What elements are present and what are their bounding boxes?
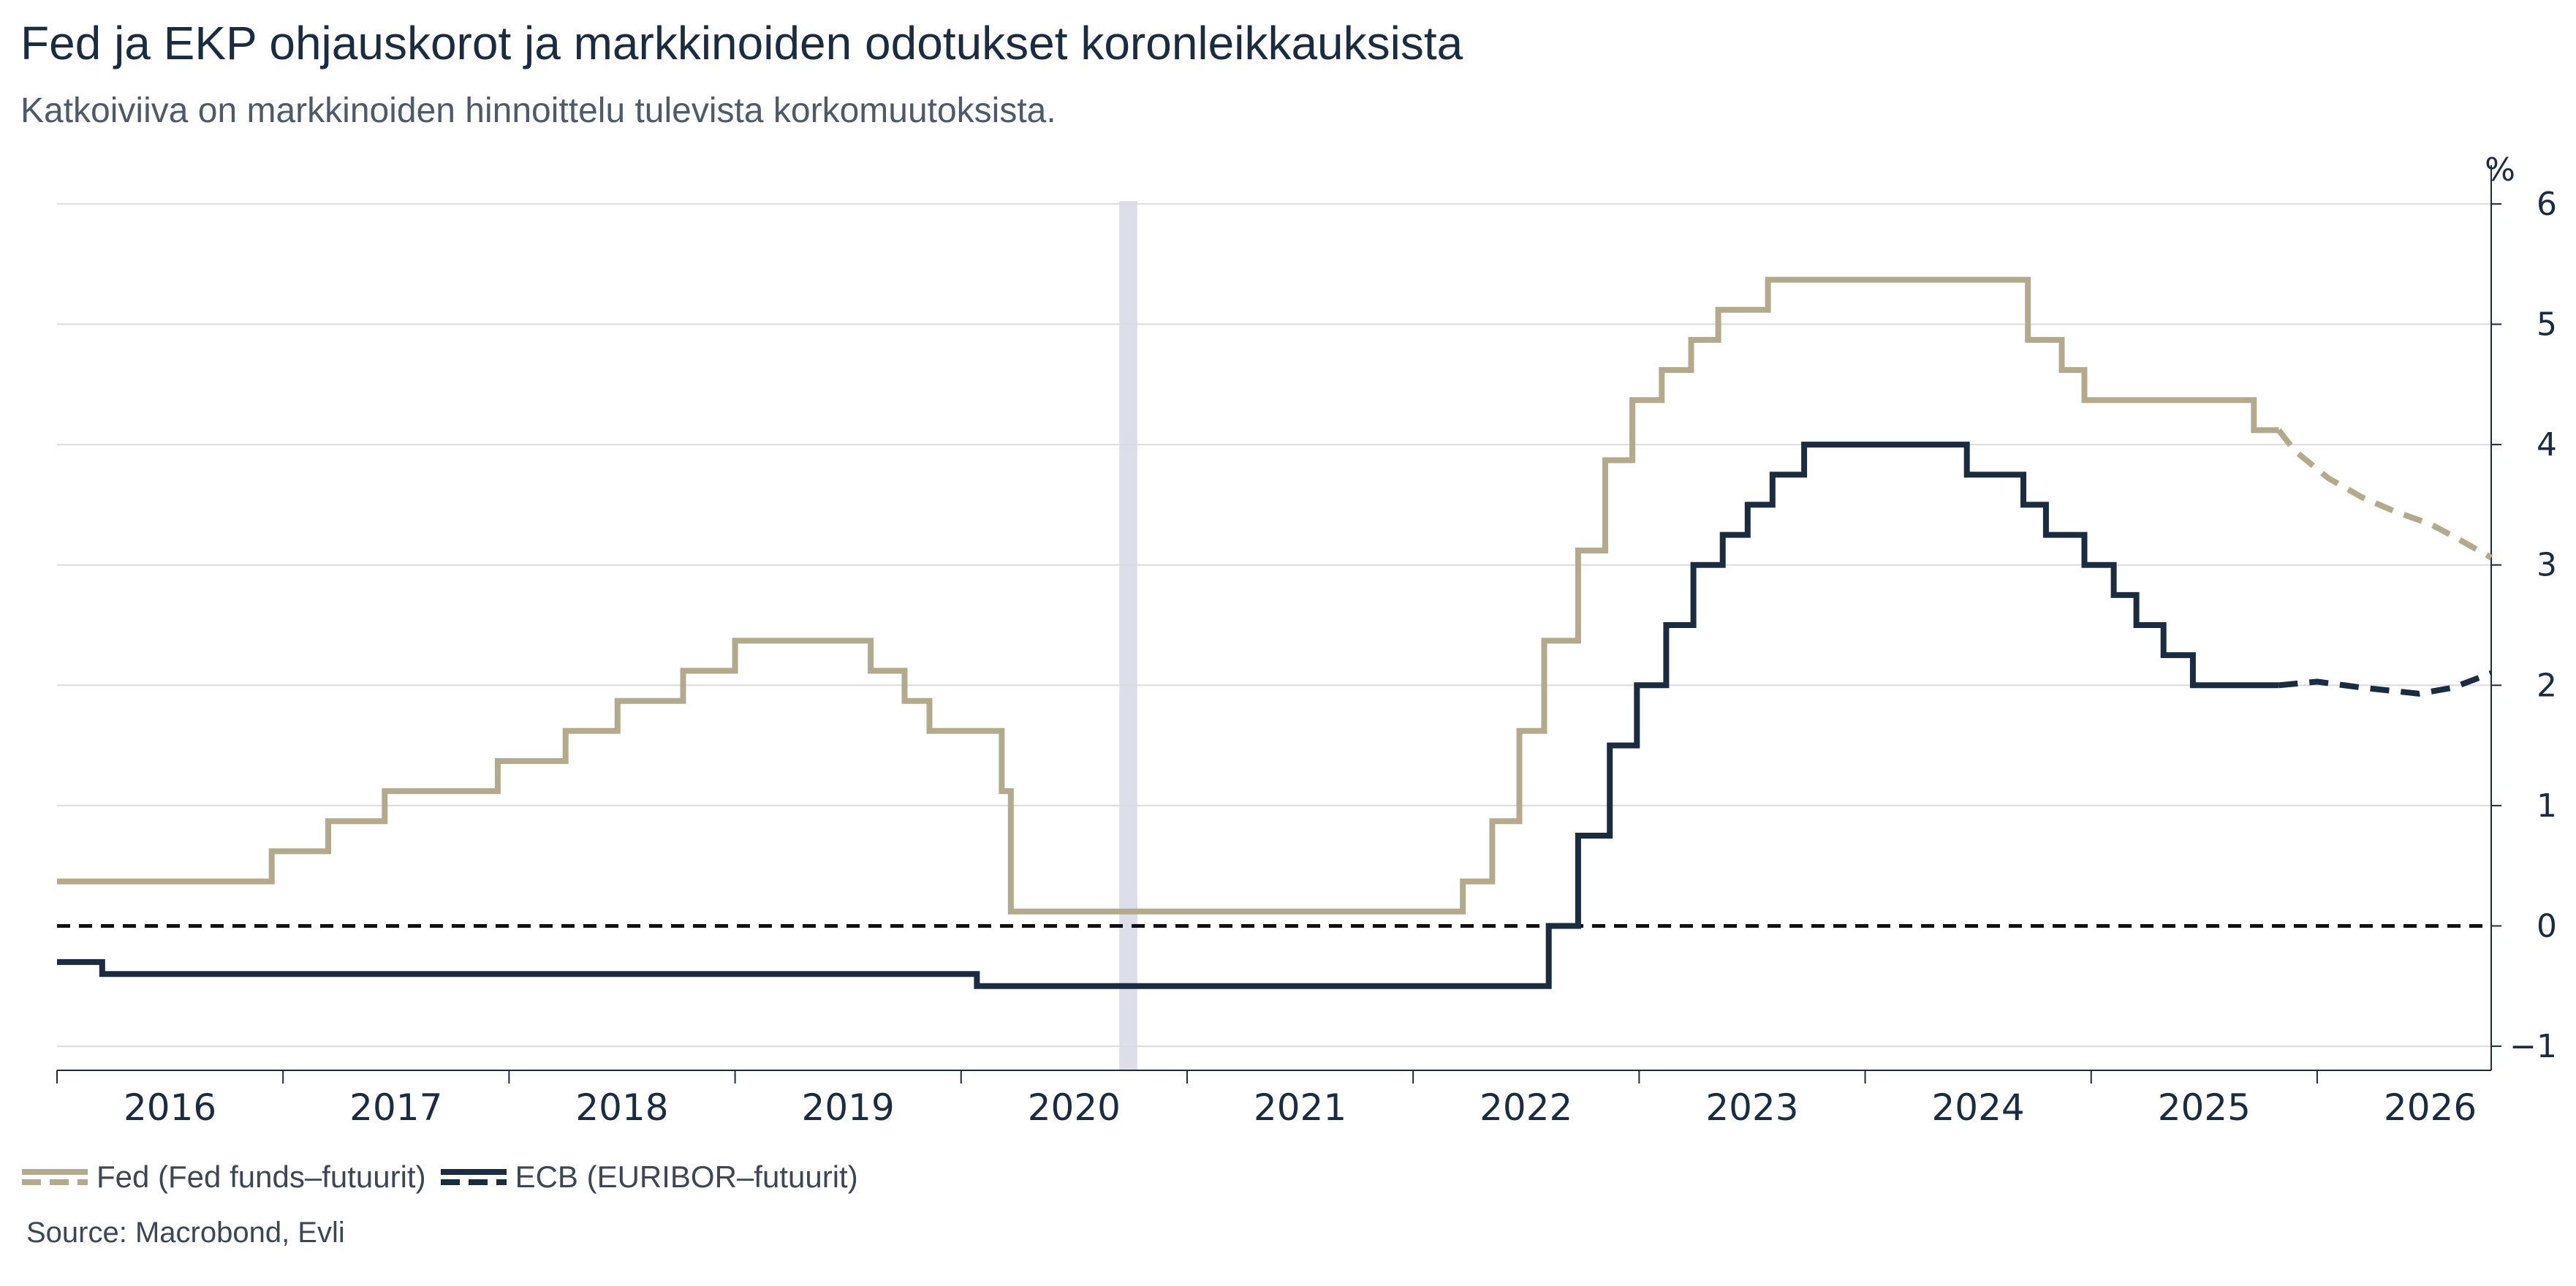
legend-item-ecb: ECB (EURIBOR–futuurit) [440, 1160, 858, 1195]
series-line-fed [57, 276, 2279, 915]
x-tick-label: 2017 [349, 1086, 442, 1129]
x-tick-label: 2019 [802, 1086, 895, 1129]
x-tick-label: 2024 [1932, 1086, 2025, 1129]
y-tick-label: 5 [2537, 306, 2557, 344]
y-tick-label: 0 [2537, 907, 2557, 945]
legend-swatch-ecb [440, 1169, 507, 1185]
y-tick-label: 1 [2537, 787, 2557, 825]
x-tick-label: 2026 [2384, 1086, 2477, 1129]
shaded-period [1119, 201, 1137, 1070]
y-tick-label: 2 [2537, 667, 2557, 704]
x-tick-label: 2023 [1705, 1086, 1798, 1129]
legend-label-fed: Fed (Fed funds–futuurit) [96, 1160, 426, 1194]
x-tick-label: 2016 [124, 1086, 216, 1129]
legend-label-ecb: ECB (EURIBOR–futuurit) [515, 1160, 858, 1194]
x-tick-label: 2020 [1028, 1086, 1121, 1129]
x-tick-label: 2022 [1480, 1086, 1572, 1129]
y-tick-label: 3 [2537, 547, 2557, 584]
chart-subtitle: Katkoiviiva on markkinoiden hinnoittelu … [20, 91, 1056, 130]
chart-svg: % −1 0 1 2 3 4 5 6 2016 2017 2018 2019 2020 2021 2022 2… [56, 151, 2557, 1129]
x-tick-label: 2018 [575, 1086, 668, 1129]
series-expected-line-fed [2276, 428, 2493, 561]
legend: Fed (Fed funds–futuurit) ECB (EURIBOR–fu… [22, 1155, 873, 1199]
y-tick-label: 6 [2537, 186, 2557, 223]
y-tick-label: 4 [2537, 426, 2557, 464]
series-expected-line-ecb [2278, 670, 2493, 697]
series-line-ecb [57, 442, 2279, 989]
source-note: Source: Macrobond, Evli [26, 1217, 345, 1249]
chart-title: Fed ja EKP ohjauskorot ja markkinoiden o… [20, 17, 1463, 69]
x-tick-label: 2021 [1254, 1086, 1346, 1129]
y-tick-label: −1 [2509, 1028, 2557, 1065]
legend-swatch-fed [22, 1169, 88, 1185]
y-axis-unit-label: % [2485, 151, 2515, 189]
legend-item-fed: Fed (Fed funds–futuurit) [22, 1160, 426, 1195]
x-tick-label: 2025 [2158, 1086, 2251, 1129]
